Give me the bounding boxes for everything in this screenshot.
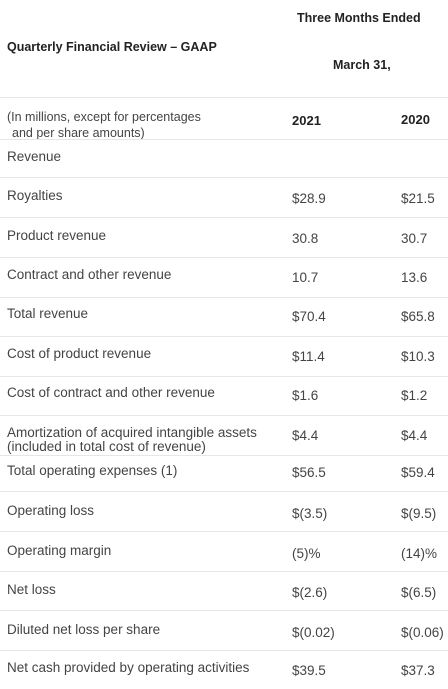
table-row: Contract and other revenue 10.7 13.6 (0, 258, 448, 298)
table-row: Total operating expenses (1) $56.5 $59.4 (0, 455, 448, 492)
table-row: Operating loss $(3.5) $(9.5) (0, 492, 448, 532)
value-2020: $(0.06) (401, 625, 444, 640)
value-2020: $10.3 (401, 349, 435, 364)
column-header-2021: 2021 (292, 113, 321, 128)
table-row: Net loss $(2.6) $(6.5) (0, 571, 448, 611)
section-label-revenue: Revenue (7, 149, 62, 164)
value-2021: 10.7 (292, 270, 319, 285)
row-label: Amortization of acquired intangible asse… (7, 425, 257, 440)
value-2021: $(0.02) (292, 625, 335, 640)
value-2021: $(2.6) (292, 585, 328, 600)
row-label: Cost of contract and other revenue (7, 385, 215, 400)
units-divider (0, 139, 448, 140)
value-2020: 30.7 (401, 231, 428, 246)
row-label: Operating margin (7, 543, 112, 558)
table-row: Net cash provided by operating activitie… (0, 650, 448, 689)
units-note-line1: (In millions, except for percentages (7, 110, 201, 124)
value-2020: $(6.5) (401, 585, 437, 600)
table-row: Cost of contract and other revenue $1.6 … (0, 376, 448, 416)
row-label-continued: (included in total cost of revenue) (7, 439, 206, 454)
header-divider (0, 97, 448, 98)
value-2020: $1.2 (401, 388, 428, 403)
table-row: Product revenue 30.8 30.7 (0, 218, 448, 258)
table-row: Diluted net loss per share $(0.02) $(0.0… (0, 611, 448, 651)
period-header-line1: Three Months Ended (297, 11, 421, 25)
table-row: Operating margin (5)% (14)% (0, 532, 448, 572)
units-note-line2: and per share amounts) (12, 126, 145, 140)
row-label: Cost of product revenue (7, 346, 152, 361)
row-label: Product revenue (7, 228, 107, 243)
period-header-line2: March 31, (333, 58, 391, 72)
value-2021: $39.5 (292, 663, 326, 678)
value-2021: $70.4 (292, 309, 326, 324)
value-2020: (14)% (401, 546, 438, 561)
row-label: Net loss (7, 582, 56, 597)
value-2021: (5)% (292, 546, 321, 561)
value-2020: $(9.5) (401, 506, 437, 521)
value-2021: $1.6 (292, 388, 319, 403)
value-2021: 30.8 (292, 231, 319, 246)
value-2020: $59.4 (401, 465, 435, 480)
value-2020: $4.4 (401, 428, 428, 443)
value-2021: $(3.5) (292, 506, 328, 521)
table-row: Royalties $28.9 $21.5 (0, 178, 448, 218)
row-label: Royalties (7, 188, 63, 203)
row-label: Operating loss (7, 503, 95, 518)
section-divider (0, 177, 448, 178)
column-header-2020: 2020 (401, 112, 430, 127)
value-2020: $21.5 (401, 191, 435, 206)
row-label: Diluted net loss per share (7, 622, 161, 637)
table-title: Quarterly Financial Review – GAAP (7, 40, 217, 54)
row-label: Contract and other revenue (7, 267, 172, 282)
table-row: Total revenue $70.4 $65.8 (0, 297, 448, 337)
value-2020: $65.8 (401, 309, 435, 324)
table-row: Amortization of acquired intangible asse… (0, 416, 448, 456)
value-2020: 13.6 (401, 270, 428, 285)
value-2021: $28.9 (292, 191, 326, 206)
value-2021: $4.4 (292, 428, 319, 443)
value-2021: $11.4 (292, 349, 325, 364)
row-label: Total revenue (7, 306, 89, 321)
value-2020: $37.3 (401, 663, 435, 678)
table-row: Cost of product revenue $11.4 $10.3 (0, 337, 448, 377)
row-label: Total operating expenses (1) (7, 463, 178, 478)
row-label: Net cash provided by operating activitie… (7, 660, 250, 675)
value-2021: $56.5 (292, 465, 326, 480)
